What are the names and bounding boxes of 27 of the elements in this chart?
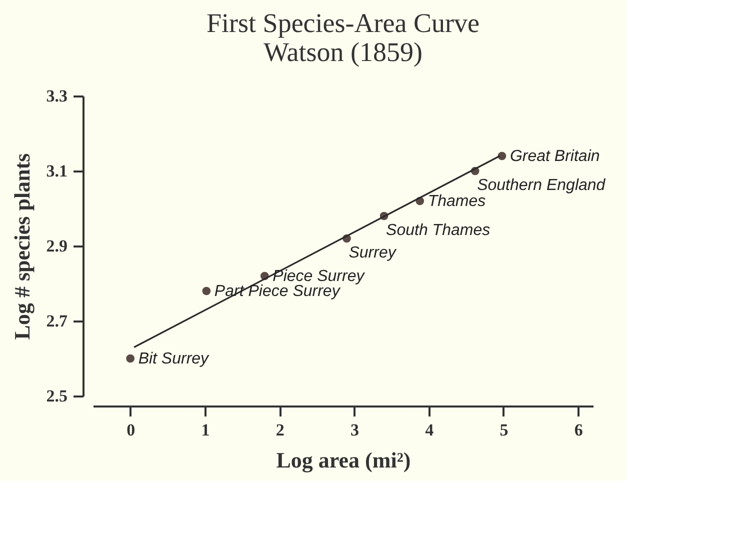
chart-subtitle: Watson (1859) [263,37,423,67]
y-tick-label: 2.7 [46,312,68,330]
x-tick-label: 3 [350,420,359,440]
annotation: Part Piece Surrey [214,283,341,300]
y-tick-label: 2.5 [46,386,68,406]
x-tick-label: 5 [500,420,508,440]
annotation: Thames [428,193,486,210]
x-tick-label: 1 [201,420,210,440]
point [126,354,134,363]
chart-title: First Species-Area Curve [206,8,480,38]
annotation: Southern England [477,177,606,194]
y-axis-title: Log # species plants [9,152,34,340]
y-tick-label: 2.9 [46,236,68,256]
x-axis-title: Log area (mi²) [276,448,411,472]
annotation: Great Britain [510,148,600,165]
point [498,152,506,160]
x-tick-label: 2 [276,420,284,440]
annotation: Bit Surrey [138,350,210,368]
annotation: Piece Surrey [272,268,366,285]
x-tick-label: 0 [126,420,136,440]
x-tick-label: 6 [574,420,583,440]
x-tick-label: 4 [425,420,434,440]
annotation: Surrey [348,244,397,262]
annotation: South Thames [386,222,490,239]
y-tick-label: 3.3 [46,86,68,106]
y-tick-label: 3.1 [46,162,68,180]
point [202,286,211,296]
